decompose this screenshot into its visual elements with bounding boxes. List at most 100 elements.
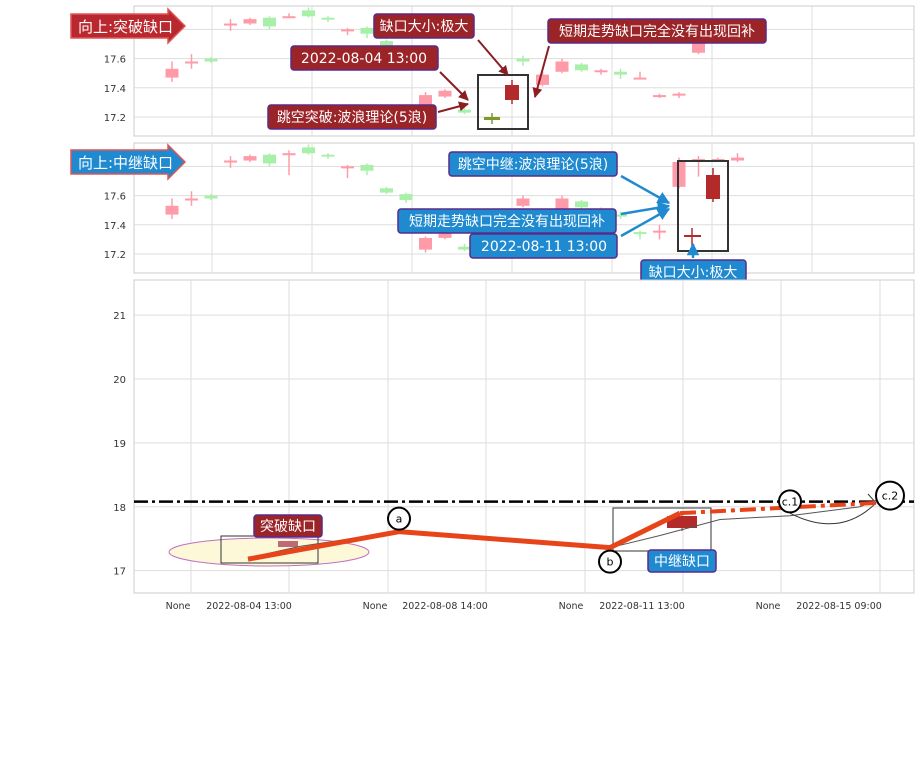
candle-body: [165, 68, 179, 78]
candle: [263, 16, 276, 30]
candle-body: [633, 77, 647, 80]
candle: [243, 17, 257, 25]
candle: [575, 199, 588, 209]
candle-body: [263, 17, 276, 27]
y-tick-label: 17.2: [104, 113, 126, 124]
candle: [575, 62, 588, 72]
candle-body: [282, 153, 296, 156]
candle: [653, 224, 666, 240]
candle: [399, 192, 413, 203]
candle: [672, 92, 686, 99]
candle: [185, 191, 198, 206]
candle: [555, 58, 569, 74]
top-panel-frame: [133, 5, 915, 137]
middle-y-ticks: 17.217.417.617.8: [104, 162, 126, 261]
middle-annotation-gap-size: 缺口大小:极大: [640, 259, 747, 285]
wave-point-a: a: [387, 506, 411, 531]
candle: [360, 163, 374, 176]
svg-text:2022-08-04 13:00: 2022-08-04 13:00: [301, 51, 427, 67]
candle: [224, 156, 237, 168]
candle: [302, 7, 315, 18]
candle-body: [516, 198, 530, 206]
continuation-gap-label: 中继缺口: [647, 549, 717, 573]
candle: [224, 19, 237, 31]
svg-text:短期走势缺口完全没有出现回补: 短期走势缺口完全没有出现回补: [409, 213, 605, 230]
breakout-gap-label: 突破缺口: [253, 514, 323, 538]
candle: [536, 71, 549, 87]
candle-body: [380, 41, 393, 47]
candle-body: [243, 156, 257, 161]
candle-body: [575, 64, 588, 71]
candle-body: [614, 214, 627, 217]
candle-body: [341, 166, 354, 169]
middle-banner: 向上:中继缺口: [70, 143, 187, 181]
candle: [438, 89, 452, 99]
top-arrow-gap-size: [477, 39, 509, 76]
middle-annotation-no-fill: 短期走势缺口完全没有出现回补: [397, 208, 617, 234]
svg-text:缺口大小:极大: 缺口大小:极大: [649, 265, 738, 281]
middle-annotation-date: 2022-08-11 13:00: [469, 233, 618, 259]
candle: [614, 68, 627, 80]
candle: [204, 57, 218, 63]
candle-body: [399, 194, 413, 200]
x-tick-label: None: [363, 601, 388, 612]
candle-body: [360, 164, 374, 171]
wave-trend-line: [247, 510, 682, 562]
candle: [204, 194, 218, 200]
y-tick-label: 17.4: [104, 84, 126, 95]
middle-arrow-no-fill: [620, 201, 671, 216]
wave-point-label: c.1: [782, 495, 799, 508]
y-tick-label: 17.6: [104, 192, 126, 203]
candle: [614, 211, 627, 219]
top-annotation-no-fill: 短期走势缺口完全没有出现回补: [547, 18, 767, 44]
candle-body: [321, 17, 335, 20]
svg-text:跳空突破:波浪理论(5浪): 跳空突破:波浪理论(5浪): [277, 110, 428, 126]
candle-body: [185, 61, 198, 64]
candle: [282, 150, 296, 176]
svg-text:短期走势缺口完全没有出现回补: 短期走势缺口完全没有出现回补: [559, 23, 755, 40]
wave-point-label: c.2: [882, 490, 899, 503]
candle: [321, 153, 335, 160]
candle-body: [204, 58, 218, 62]
candle-body: [243, 19, 257, 24]
candle-body: [204, 195, 218, 199]
top-annotation-gap-size: 缺口大小:极大: [373, 13, 475, 39]
candle-body: [536, 74, 549, 85]
top-banner: 向上:突破缺口: [70, 7, 187, 45]
candle: [594, 68, 608, 75]
candle-body: [458, 109, 471, 113]
y-tick-label: 21: [113, 311, 126, 322]
candle-body: [321, 154, 335, 157]
candle: [360, 26, 374, 39]
middle-gap-box: [677, 160, 729, 252]
top-arrow-no-fill: [532, 45, 550, 98]
x-tick-label: 2022-08-15 09:00: [796, 601, 882, 612]
top-y-ticks: 17.217.417.617.8: [104, 25, 126, 124]
candle-body: [594, 70, 608, 73]
middle-banner-text: 向上:中继缺口: [78, 154, 173, 172]
y-tick-label: 20: [113, 375, 126, 386]
x-tick-label: None: [166, 601, 191, 612]
bottom-x-ticks: None 2022-08-04 13:00 None 2022-08-08 14:00…: [166, 601, 882, 612]
candle: [380, 186, 393, 195]
candle-body: [224, 160, 237, 163]
candle-body: [263, 154, 276, 164]
candle-body: [380, 188, 393, 193]
candle: [321, 16, 335, 23]
x-tick-label: 2022-08-11 13:00: [599, 601, 685, 612]
top-banner-text: 向上:突破缺口: [78, 18, 173, 36]
y-tick-label: 17: [113, 567, 126, 578]
candle-body: [516, 58, 530, 62]
svg-text:2022-08-11 13:00: 2022-08-11 13:00: [481, 239, 607, 255]
candle: [633, 230, 647, 240]
top-annotation-date: 2022-08-04 13:00: [290, 45, 439, 71]
candle: [282, 13, 296, 19]
candle: [243, 154, 257, 162]
candle-body: [165, 205, 179, 215]
candle: [731, 153, 744, 162]
svg-text:中继缺口: 中继缺口: [654, 554, 710, 570]
wave-point-label: a: [396, 513, 403, 526]
wave-point-circle: [387, 506, 411, 531]
x-tick-label: 2022-08-08 14:00: [402, 601, 488, 612]
candle-body: [282, 16, 296, 19]
